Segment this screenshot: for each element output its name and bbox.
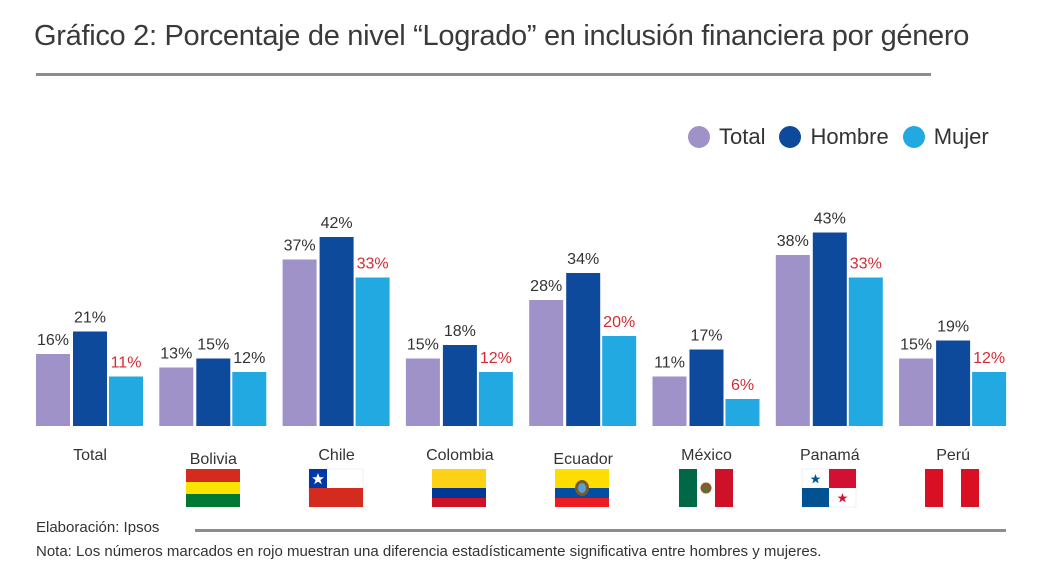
bar-panama-hombre: [812, 232, 847, 426]
category-label-colombia: Colombia: [426, 447, 494, 464]
legend-label-total: Total: [719, 124, 766, 149]
data-label-colombia-hombre: 18%: [444, 323, 476, 340]
bar-panama-mujer: [848, 277, 883, 426]
legend-item-hombre: Hombre: [779, 124, 889, 150]
bar-colombia-total: [405, 358, 440, 426]
data-label-chile-hombre: 42%: [321, 215, 353, 232]
bar-peru-mujer: [972, 372, 1007, 426]
legend-label-mujer: Mujer: [933, 124, 989, 149]
bar-mexico-mujer: [725, 399, 760, 426]
data-label-peru-mujer: 12%: [973, 350, 1005, 367]
legend-swatch-total: [688, 126, 710, 148]
category-label-ecuador: Ecuador: [553, 451, 613, 468]
bar-total-total: [36, 354, 70, 426]
footer-note: Nota: Los números marcados en rojo muest…: [36, 543, 822, 560]
data-label-chile-total: 37%: [284, 238, 316, 255]
bar-mexico-total: [652, 376, 687, 426]
colombia-flag-icon: [432, 469, 486, 507]
data-label-bolivia-hombre: 15%: [197, 337, 229, 354]
data-label-peru-hombre: 19%: [937, 319, 969, 336]
bar-bolivia-mujer: [232, 372, 267, 426]
bar-colombia-mujer: [478, 372, 513, 426]
data-label-mexico-hombre: 17%: [690, 328, 722, 345]
bar-bolivia-total: [159, 367, 194, 426]
category-label-total: Total: [73, 447, 107, 464]
bar-chile-total: [282, 259, 317, 426]
data-label-ecuador-total: 28%: [530, 278, 562, 295]
data-label-total-mujer: 11%: [111, 355, 142, 372]
legend-swatch-hombre: [779, 126, 802, 148]
legend-swatch-mujer: [902, 126, 925, 148]
data-label-mexico-total: 11%: [654, 355, 685, 372]
legend-label-hombre: Hombre: [810, 124, 889, 149]
category-label-mexico: México: [681, 447, 732, 464]
data-label-panama-hombre: 43%: [814, 211, 846, 228]
data-label-mexico-mujer: 6%: [731, 377, 754, 394]
category-label-panama: Panamá: [800, 447, 860, 464]
data-label-colombia-mujer: 12%: [480, 350, 512, 367]
bar-chile-hombre: [319, 237, 354, 426]
data-label-panama-mujer: 33%: [850, 256, 882, 273]
bar-chile-mujer: [355, 277, 390, 426]
bar-total-hombre: [73, 331, 107, 426]
ecuador-flag-icon: [555, 469, 609, 507]
bar-total-mujer: [109, 376, 143, 426]
legend-item-mujer: Mujer: [902, 124, 989, 150]
data-label-panama-total: 38%: [777, 233, 809, 250]
data-label-ecuador-mujer: 20%: [603, 314, 635, 331]
bar-ecuador-hombre: [566, 273, 601, 426]
bar-ecuador-total: [529, 300, 564, 426]
bar-peru-total: [899, 358, 934, 426]
bar-panama-total: [775, 255, 810, 426]
data-label-bolivia-total: 13%: [160, 346, 192, 363]
data-label-peru-total: 15%: [900, 337, 932, 354]
panama-flag-icon: [801, 468, 857, 508]
chart-legend: Total Hombre Mujer: [688, 124, 1003, 150]
data-label-total-hombre: 21%: [74, 310, 106, 327]
footer-divider: [195, 529, 1006, 532]
data-label-bolivia-mujer: 12%: [233, 350, 265, 367]
peru-flag-icon: [925, 469, 979, 507]
mexico-flag-icon: [679, 469, 733, 507]
category-label-bolivia: Bolivia: [190, 451, 237, 468]
category-label-peru: Perú: [936, 447, 970, 464]
bolivia-flag-icon: [186, 469, 240, 507]
bar-bolivia-hombre: [196, 358, 231, 426]
data-label-colombia-total: 15%: [407, 337, 439, 354]
data-label-total-total: 16%: [37, 332, 69, 349]
chart-title: Gráfico 2: Porcentaje de nivel “Logrado”…: [34, 20, 970, 52]
chile-flag-icon: [308, 468, 364, 508]
data-label-chile-mujer: 33%: [357, 256, 389, 273]
bar-mexico-hombre: [689, 349, 724, 426]
footer-credit: Elaboración: Ipsos: [36, 519, 160, 536]
bar-colombia-hombre: [442, 345, 477, 426]
legend-item-total: Total: [688, 124, 765, 150]
title-divider: [36, 73, 931, 76]
bar-ecuador-mujer: [602, 336, 637, 426]
category-label-chile: Chile: [318, 447, 355, 464]
data-label-ecuador-hombre: 34%: [567, 251, 599, 268]
bar-peru-hombre: [936, 340, 971, 426]
